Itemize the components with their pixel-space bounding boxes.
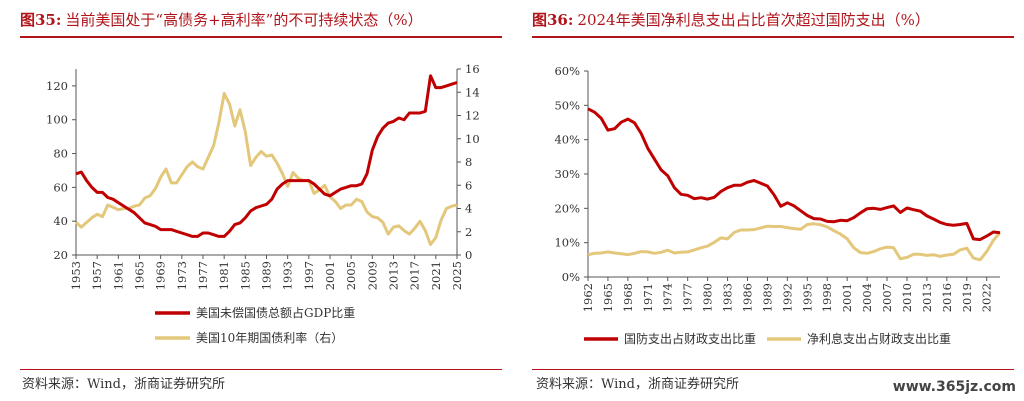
y-right-tick-label: 8	[465, 155, 472, 169]
chart-panel-interest-defense: 图36: 2024年美国净利息支出占比首次超过国防支出（%） 0% 10% 20% 30…	[522, 0, 1024, 401]
x-tick-label: 1962	[581, 283, 595, 312]
x-tick-label: 1977	[681, 283, 695, 312]
y-left-tick-label: 40	[53, 214, 68, 228]
x-tick-label: 1998	[820, 283, 834, 312]
y-right-tick-label: 14	[465, 85, 480, 99]
y-left-tick-label: 20	[53, 248, 68, 262]
x-tick-label: 1989	[760, 283, 774, 312]
x-tick-label: 2016	[940, 283, 954, 312]
chart-title-fig36: 图36: 2024年美国净利息支出占比首次超过国防支出（%）	[532, 11, 930, 29]
x-tick-label: 1986	[740, 283, 754, 312]
y-left-tick-label: 60	[53, 180, 68, 194]
x-tick-label: 2009	[365, 261, 379, 290]
chart-panel-debt-rates: 图35: 当前美国处于“高债务+高利率”的不可持续状态（%） 20 40 60 80 10…	[20, 11, 502, 392]
legend-label: 美国未偿国债总额占GDP比重	[196, 305, 355, 320]
x-tick-label: 2004	[860, 283, 874, 312]
y-tick-label: 30%	[554, 167, 580, 181]
x-tick-label: 2017	[408, 261, 422, 290]
x-tick-label: 2022	[980, 283, 994, 312]
chart-svg-fig35: 20 40 60 80 100 120 0 2 4 6 8 10 12 14 16 1953 1957 1961 1…	[46, 62, 480, 345]
x-tick-label: 1974	[661, 283, 675, 312]
x-tick-label: 2001	[840, 283, 854, 312]
series-line-1	[587, 107, 1001, 242]
x-tick-label: 1981	[217, 261, 231, 290]
x-tick-label: 2001	[323, 261, 337, 290]
series-line-2	[75, 91, 458, 246]
x-tick-label: 1965	[133, 261, 147, 290]
x-tick-label: 2025	[450, 261, 464, 290]
x-tick-label: 1953	[69, 261, 83, 290]
source-note: 资料来源：Wind，浙商证券研究所	[22, 377, 225, 392]
y-left-tick-label: 80	[53, 147, 68, 161]
x-tick-label: 2013	[387, 261, 401, 290]
x-tick-label: 2013	[920, 283, 934, 312]
source-divider	[532, 369, 1014, 370]
x-tick-label: 1992	[780, 283, 794, 312]
y-left-tick-label: 120	[46, 79, 68, 93]
x-tick-label: 1961	[111, 261, 125, 290]
series-line-1	[75, 74, 458, 238]
y-right-tick-label: 16	[465, 62, 480, 76]
x-tick-label: 1957	[90, 261, 104, 290]
x-tick-label: 1973	[175, 261, 189, 290]
legend-label: 国防支出占财政支出比重	[624, 331, 756, 346]
x-tick-label: 1993	[281, 261, 295, 290]
x-tick-label: 2021	[429, 261, 443, 290]
y-tick-label: 20%	[554, 201, 580, 215]
legend-label: 美国10年期国债利率（右）	[196, 330, 343, 345]
legend-label: 净利息支出占财政支出比重	[807, 331, 951, 346]
y-right-tick-label: 4	[465, 202, 472, 216]
x-tick-label: 1985	[238, 261, 252, 290]
x-tick-label: 1997	[302, 261, 316, 290]
x-tick-label: 1971	[641, 283, 655, 312]
y-right-tick-label: 10	[465, 132, 480, 146]
x-tick-label: 2005	[344, 261, 358, 290]
x-tick-label: 2019	[960, 283, 974, 312]
x-tick-label: 1969	[154, 261, 168, 290]
x-tick-label: 1983	[721, 283, 735, 312]
y-tick-label: 40%	[554, 133, 580, 147]
x-tick-label: 1989	[260, 261, 274, 290]
y-right-tick-label: 2	[465, 225, 472, 239]
x-tick-label: 1965	[601, 283, 615, 312]
y-right-tick-label: 6	[465, 178, 472, 192]
chart-svg-fig36: 0% 10% 20% 30% 40% 50% 60% 1962 1965 1968 1971 1974…	[554, 64, 1002, 346]
x-tick-label: 1980	[701, 283, 715, 312]
y-tick-label: 0%	[562, 270, 580, 284]
title-divider	[20, 36, 502, 38]
chart-title-fig35: 图35: 当前美国处于“高债务+高利率”的不可持续状态（%）	[20, 11, 423, 29]
title-divider	[532, 36, 1014, 38]
watermark: www.365jz.com	[892, 379, 1016, 395]
source-note: 资料来源：Wind，浙商证券研究所	[536, 377, 739, 392]
x-tick-label: 1968	[621, 283, 635, 312]
x-tick-label: 2010	[900, 283, 914, 312]
x-tick-label: 1977	[196, 261, 210, 290]
x-tick-label: 1995	[800, 283, 814, 312]
y-left-tick-label: 100	[46, 113, 68, 127]
y-right-tick-label: 12	[465, 109, 480, 123]
source-divider	[20, 369, 502, 370]
y-right-tick-label: 0	[465, 248, 472, 262]
y-tick-label: 50%	[554, 98, 580, 112]
y-tick-label: 60%	[554, 64, 580, 78]
x-tick-label: 2007	[880, 283, 894, 312]
y-tick-label: 10%	[554, 236, 580, 250]
series-line-2	[587, 222, 1002, 262]
